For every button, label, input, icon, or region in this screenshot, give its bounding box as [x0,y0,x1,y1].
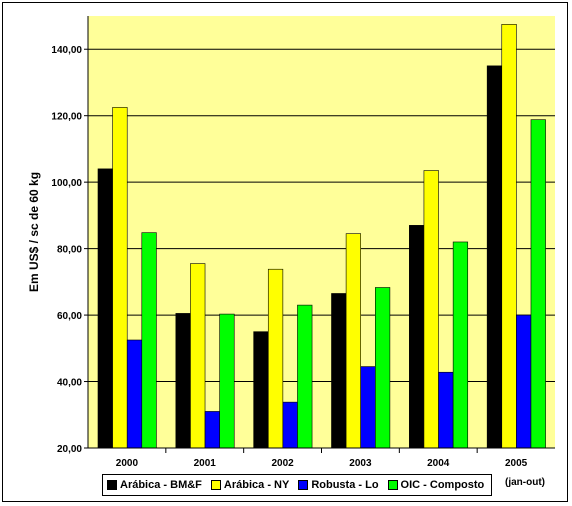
legend: Arábica - BM&F Arábica - NY Robusta - Lo OI… [102,474,492,496]
legend-label: Arábica - NY [223,479,290,491]
y-tick-label: 140,00 [51,45,82,56]
x-tick-label: 2002 [271,458,294,469]
gridlines [88,48,555,383]
bar-2004-series-4 [452,241,469,449]
bar-2001-series-1 [175,313,191,449]
bar-2002-series-2 [267,268,284,449]
bar-2002-series-1 [253,331,269,449]
x-tick-label: 2004 [427,458,450,469]
legend-swatch [298,480,309,490]
date-range-note: (jan-out) [505,477,545,488]
bar-2002-series-3 [282,401,298,449]
legend-swatch [107,480,117,490]
bar-2004-series-1 [409,225,425,449]
x-tick-label: 2003 [349,458,372,469]
legend-entry: Arábica - NY [210,479,290,491]
legend-label: Robusta - Lo [311,479,379,491]
y-axis-label: Em US$ / sc de 60 kg [27,172,41,292]
bar-2004-series-3 [438,371,454,449]
bar-2003-series-3 [360,366,376,449]
x-tick-label: 2000 [116,458,139,469]
bar-2005-series-4 [530,119,546,449]
bar-2000-series-1 [97,168,113,449]
x-tick-labels: 2000 2001 2002 2003 2004 2005 [116,458,528,469]
bar-2000-series-4 [141,232,157,449]
legend-swatch [387,480,398,490]
bar-2005-series-1 [486,65,503,449]
y-tick-label: 100,00 [51,178,82,189]
x-tick-label: 2005 [505,458,528,469]
axes [84,16,555,453]
y-tick-label: 80,00 [57,245,82,256]
bar-2002-series-4 [297,304,313,449]
y-tick-label: 60,00 [57,311,82,322]
y-tick-labels: 20,00 40,00 60,00 80,00 100,00 120,00 140,00 [51,45,82,455]
legend-entry: Arábica - BM&F [107,479,202,491]
legend-entry: OIC - Composto [387,479,485,491]
legend-label: Arábica - BM&F [120,479,202,491]
plot-area [88,16,555,448]
bar-2005-series-3 [516,314,532,449]
bars [97,24,546,449]
x-tick-label: 2001 [194,458,217,469]
chart-frame [2,2,568,502]
bar-2001-series-3 [204,411,220,449]
bar-2001-series-2 [190,263,206,449]
legend-entry: Robusta - Lo [298,479,379,491]
bar-2003-series-2 [345,233,362,449]
y-tick-label: 20,00 [57,444,82,455]
bar-2000-series-3 [126,339,143,449]
legend-label: OIC - Composto [400,479,485,491]
bar-2001-series-4 [219,313,235,449]
y-tick-label: 40,00 [57,378,82,389]
bar-2000-series-2 [112,107,128,449]
bar-2003-series-1 [331,293,347,449]
bar-2003-series-4 [374,287,391,449]
legend-swatch [210,480,221,490]
bar-2004-series-2 [423,170,439,449]
bar-2005-series-2 [501,24,517,449]
y-tick-label: 120,00 [51,112,82,123]
